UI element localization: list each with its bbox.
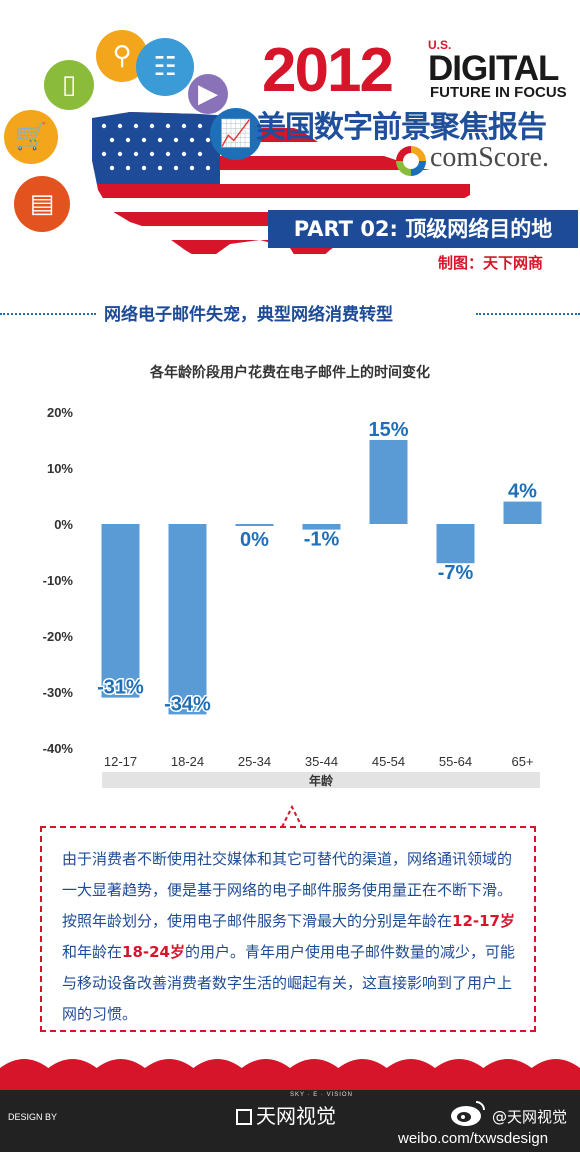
weibo-url[interactable]: weibo.com/txwsdesign [398,1130,549,1147]
bar [302,524,341,530]
us-label: U.S. [428,38,452,52]
bar [436,524,475,564]
bar-value-label: -34% [164,693,211,715]
footer-bar [0,1090,580,1152]
cart-icon: 🛒 [4,110,58,164]
brand-name: 天网视觉 [236,1100,336,1129]
note-pointer [281,805,303,828]
x-tick-label: 25-34 [238,754,271,769]
bar [369,440,408,524]
play-icon: ▶ [188,74,228,114]
brand-tagline: SKY · E · VISION [290,1092,353,1098]
design-by-label: DESIGN BY [8,1112,58,1122]
bar-value-label: -7% [438,562,474,584]
note-highlight: 18-24岁 [122,943,185,961]
grid-logo-icon [236,1109,252,1125]
part-banner: PART 02: 顶级网络目的地 [268,210,578,248]
digital-label: DIGITAL [428,49,559,88]
report-year: 2012 [262,36,394,105]
footer: DESIGN BY SKY · E · VISION 天网视觉 @天网视觉 we… [0,1050,580,1152]
note-box: 由于消费者不断使用社交媒体和其它可替代的渠道，网络通讯领域的一大显著趋势，便是基… [40,826,536,1032]
header: 🛒 ▯ ⚲ ☷ ▶ 📈 ▤ 2012 U.S. DIGITAL FUTURE I… [0,0,580,290]
y-tick-label: 10% [47,461,73,476]
dotted-divider [0,313,96,315]
dotted-divider [476,313,580,315]
note-text-part: 和年龄在 [62,943,123,961]
note-text-part: 的用户。青年用户使用电子邮件数量的减少，可能与移动设备改善消费者数字生活的崛起有… [62,943,516,1023]
comscore-logo-icon [396,146,426,176]
bar-value-label: -31% [97,677,144,699]
section-title: 网络电子邮件失宠，典型网络消费转型 [0,296,580,330]
weibo-handle[interactable]: @天网视觉 [492,1108,568,1126]
note-highlight: 12-17岁 [452,912,515,930]
x-tick-label: 65+ [511,754,533,769]
x-tick-label: 12-17 [104,754,137,769]
bar-value-label: 15% [368,419,408,441]
bar-value-label: 4% [508,481,537,503]
y-tick-label: -20% [43,629,74,644]
note-text: 由于消费者不断使用社交媒体和其它可替代的渠道，网络通讯领域的一大显著趋势，便是基… [62,844,522,1030]
brand-name-text: 天网视觉 [256,1104,336,1128]
y-tick-label: 20% [47,405,73,420]
future-label: FUTURE IN FOCUS [430,84,567,101]
bar [101,524,140,698]
weibo-icon [448,1098,488,1128]
wavy-red-border [0,1059,580,1094]
y-tick-label: -40% [43,741,74,756]
y-tick-label: -10% [43,573,74,588]
x-axis-band [102,772,540,788]
bar [235,524,274,526]
x-tick-label: 35-44 [305,754,338,769]
x-tick-label: 18-24 [171,754,204,769]
bar-value-label: -1% [304,529,340,551]
section-title-text: 网络电子邮件失宠，典型网络消费转型 [104,305,393,325]
credit-label: 制图：天下网商 [438,254,544,272]
browser-window-icon: ▤ [14,176,70,232]
y-tick-label: 0% [54,517,73,532]
myspace-icon: ☷ [136,38,194,96]
y-tick-label: -30% [43,685,74,700]
x-tick-label: 55-64 [439,754,472,769]
x-axis-label: 年龄 [309,773,334,788]
bar [503,501,542,524]
chart-title: 各年龄阶段用户花费在电子邮件上的时间变化 [150,365,430,381]
x-tick-label: 45-54 [372,754,405,769]
chart-icon: 📈 [210,108,262,160]
mobile-phone-icon: ▯ [44,60,94,110]
comscore-logo: comScore. [430,142,549,173]
bar [168,524,207,715]
note-text-part: 由于消费者不断使用社交媒体和其它可替代的渠道，网络通讯领域的一大显著趋势，便是基… [62,850,513,930]
bar-chart: 20% 10% 0% -10% -20% -30% -40% -31% 12-17 -34% 18-… [43,405,542,788]
report-subtitle: 美国数字前景聚焦报告 [256,110,547,145]
bar-value-label: 0% [240,529,269,551]
